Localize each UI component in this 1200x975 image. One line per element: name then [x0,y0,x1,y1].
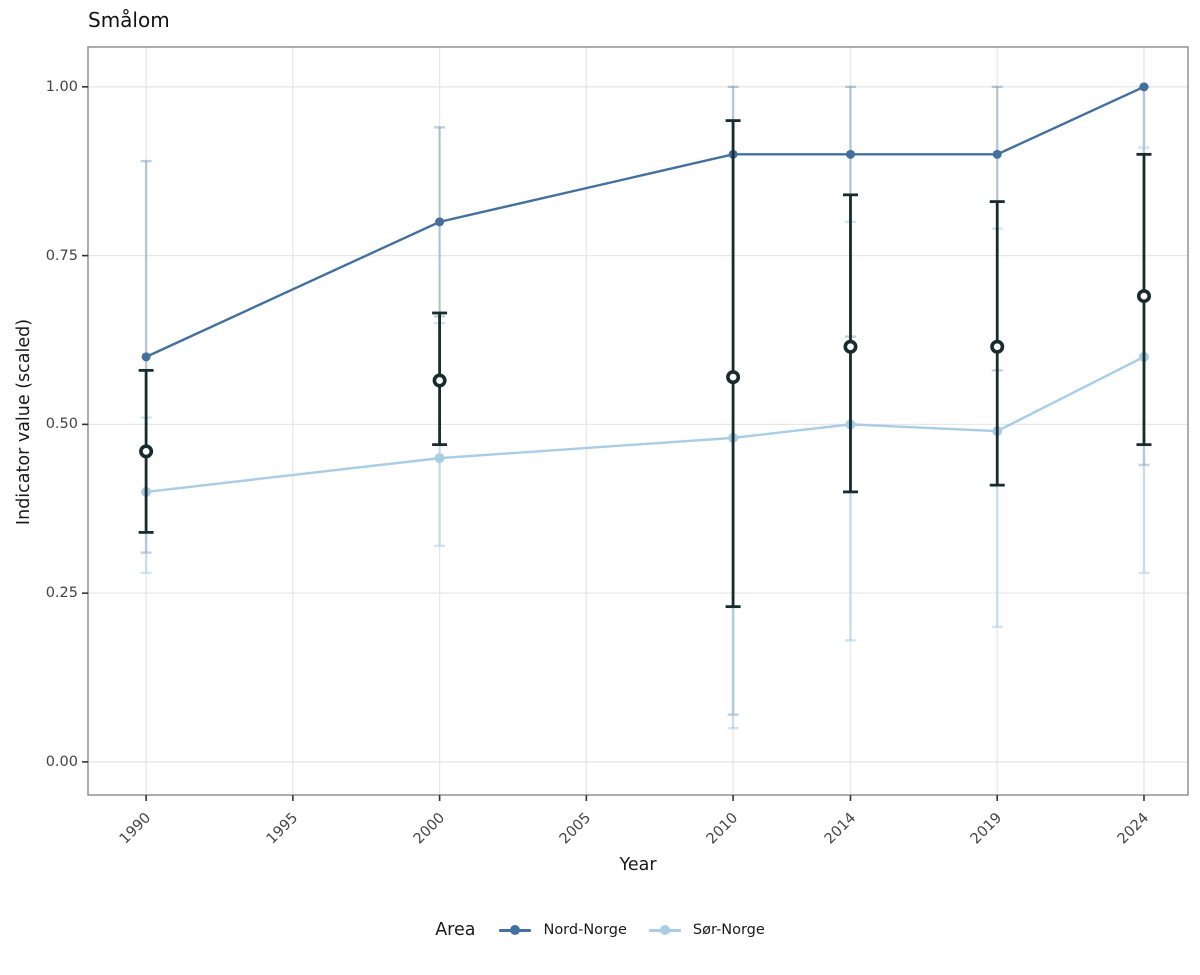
legend-item-nord-norge: Nord-Norge [499,922,627,938]
data-point-nord [992,149,1002,159]
legend: Area Nord-Norge Sør-Norge [0,920,1200,940]
line-dot-glyph-icon [499,923,532,937]
overall-open-circle-marker [726,370,741,385]
data-point-nord [141,352,151,362]
y-tick-label: 0.75 [45,247,78,264]
data-point-sor [434,453,445,464]
y-tick-label: 0.50 [45,416,78,433]
y-axis-title: Indicator value (scaled) [14,318,34,526]
legend-label: Sør-Norge [692,922,765,938]
data-point-nord [1139,82,1149,92]
legend-label: Nord-Norge [543,922,627,938]
legend-item-sor-norge: Sør-Norge [648,922,765,938]
panel-border [87,46,1189,796]
y-tick-label: 1.00 [45,78,78,95]
overall-open-circle-marker [432,373,447,388]
data-point-nord [845,149,855,159]
y-tick-label: 0.00 [45,753,78,770]
series-line-nord [145,85,1145,358]
line-dot-glyph-icon [648,923,681,937]
chart-title: Smålom [88,8,170,32]
overall-open-circle-marker [843,339,858,354]
overall-open-circle-marker [990,339,1005,354]
series-line-sor [145,355,1145,494]
y-tick-label: 0.25 [45,585,78,602]
panel-background [88,47,1188,795]
overall-open-circle-marker [1136,289,1151,304]
overall-open-circle-marker [139,444,154,459]
data-point-nord [435,217,445,227]
legend-title: Area [435,920,476,940]
x-axis-title: Year [619,855,657,875]
